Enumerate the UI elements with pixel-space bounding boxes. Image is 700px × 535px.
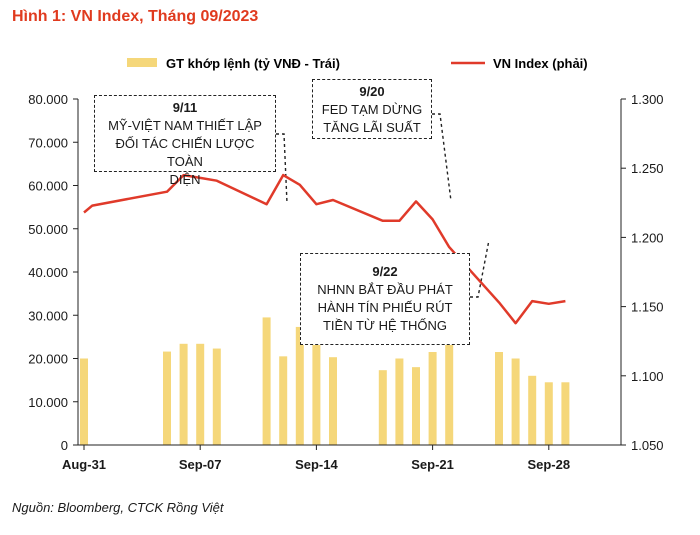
legend-bar-swatch xyxy=(127,58,157,67)
bar-10 xyxy=(378,370,387,445)
annotation-sep20-date: 9/20 xyxy=(359,84,385,99)
bar-14 xyxy=(445,315,454,445)
annotation-connector-0 xyxy=(276,133,288,204)
bar-series xyxy=(80,315,570,445)
left-tick-label-1: 10.000 xyxy=(28,395,68,410)
bar-13 xyxy=(428,352,437,445)
bar-12 xyxy=(412,367,420,445)
legend-bar-label: GT khớp lệnh (tỷ VNĐ - Trái) xyxy=(166,56,340,71)
left-tick-label-4: 40.000 xyxy=(28,265,68,280)
bar-8 xyxy=(312,336,321,445)
left-tick-label-7: 70.000 xyxy=(28,135,68,150)
x-tick-label-1: Sep-07 xyxy=(179,457,222,472)
annotation-sep20-line1: FED TẠM DỪNG xyxy=(321,102,423,117)
bar-5 xyxy=(262,317,271,445)
annotation-sep20: 9/20 FED TẠM DỪNG TĂNG LÃI SUẤT xyxy=(312,79,432,139)
right-tick-label-3: 1.200 xyxy=(631,230,664,245)
bar-19 xyxy=(561,382,570,445)
x-axis-tick-labels: Aug-31 Sep-07 Sep-14 Sep-21 Sep-28 xyxy=(62,457,570,472)
axes xyxy=(73,98,626,450)
x-tick-label-2: Sep-14 xyxy=(295,457,338,472)
annotation-sep22-line2: HÀNH TÍN PHIẾU RÚT xyxy=(317,300,453,315)
bar-3 xyxy=(196,343,205,445)
bar-16 xyxy=(511,358,520,445)
annotation-sep22: 9/22 NHNN BẮT ĐẦU PHÁT HÀNH TÍN PHIẾU RÚ… xyxy=(300,253,470,345)
right-tick-label-0: 1.050 xyxy=(631,438,664,453)
annotation-connector-1 xyxy=(432,113,452,202)
bar-11 xyxy=(395,358,404,445)
annotation-sep11-line1: MỸ-VIỆT NAM THIẾT LẬP xyxy=(108,118,262,133)
right-axis-tick-labels: 1.050 1.100 1.150 1.200 1.250 1.300 xyxy=(631,92,664,453)
right-tick-label-4: 1.250 xyxy=(631,161,664,176)
annotation-connectors xyxy=(276,113,490,298)
left-tick-label-2: 20.000 xyxy=(28,352,68,367)
right-tick-label-2: 1.150 xyxy=(631,300,664,315)
right-tick-label-1: 1.100 xyxy=(631,369,664,384)
left-tick-label-0: 0 xyxy=(61,438,68,453)
annotation-sep22-line3: TIỀN TỪ HỆ THỐNG xyxy=(322,318,448,333)
bar-6 xyxy=(279,356,288,445)
annotation-sep11-line3: DIỆN xyxy=(169,172,201,187)
left-tick-label-3: 30.000 xyxy=(28,308,68,323)
x-tick-label-0: Aug-31 xyxy=(62,457,106,472)
legend: GT khớp lệnh (tỷ VNĐ - Trái) VN Index (p… xyxy=(127,56,588,71)
left-tick-label-6: 60.000 xyxy=(28,179,68,194)
annotation-sep20-line2: TĂNG LÃI SUẤT xyxy=(323,120,421,135)
annotation-sep11-date: 9/11 xyxy=(172,100,198,115)
left-axis-tick-labels: 0 10.000 20.000 30.000 40.000 50.000 60.000 70.… xyxy=(28,92,68,453)
line-series xyxy=(83,173,566,325)
x-tick-label-3: Sep-21 xyxy=(411,457,454,472)
left-tick-label-5: 50.000 xyxy=(28,222,68,237)
legend-line-label: VN Index (phải) xyxy=(493,56,588,71)
bar-1 xyxy=(163,351,171,445)
right-tick-label-5: 1.300 xyxy=(631,92,664,107)
figure-title: Hình 1: VN Index, Tháng 09/2023 xyxy=(12,8,259,25)
left-tick-label-8: 80.000 xyxy=(28,92,68,107)
bar-18 xyxy=(544,382,553,445)
annotation-sep22-date: 9/22 xyxy=(372,264,398,279)
annotation-sep11: 9/11 MỸ-VIỆT NAM THIẾT LẬP ĐỐI TÁC CHIẾN… xyxy=(94,95,276,187)
annotation-sep22-line1: NHNN BẮT ĐẦU PHÁT xyxy=(317,282,453,297)
bar-0 xyxy=(80,358,88,445)
annotation-connector-2 xyxy=(470,239,490,298)
source-note: Nguồn: Bloomberg, CTCK Rồng Việt xyxy=(12,500,224,515)
bar-17 xyxy=(528,375,537,445)
bar-4 xyxy=(212,348,221,445)
vn-index-line xyxy=(83,173,566,325)
bar-2 xyxy=(179,343,188,445)
bar-9 xyxy=(329,357,337,445)
bar-15 xyxy=(495,352,503,445)
bar-7 xyxy=(295,326,304,445)
annotation-sep11-line2: ĐỐI TÁC CHIẾN LƯỢC TOÀN xyxy=(115,136,255,169)
x-tick-label-4: Sep-28 xyxy=(527,457,570,472)
